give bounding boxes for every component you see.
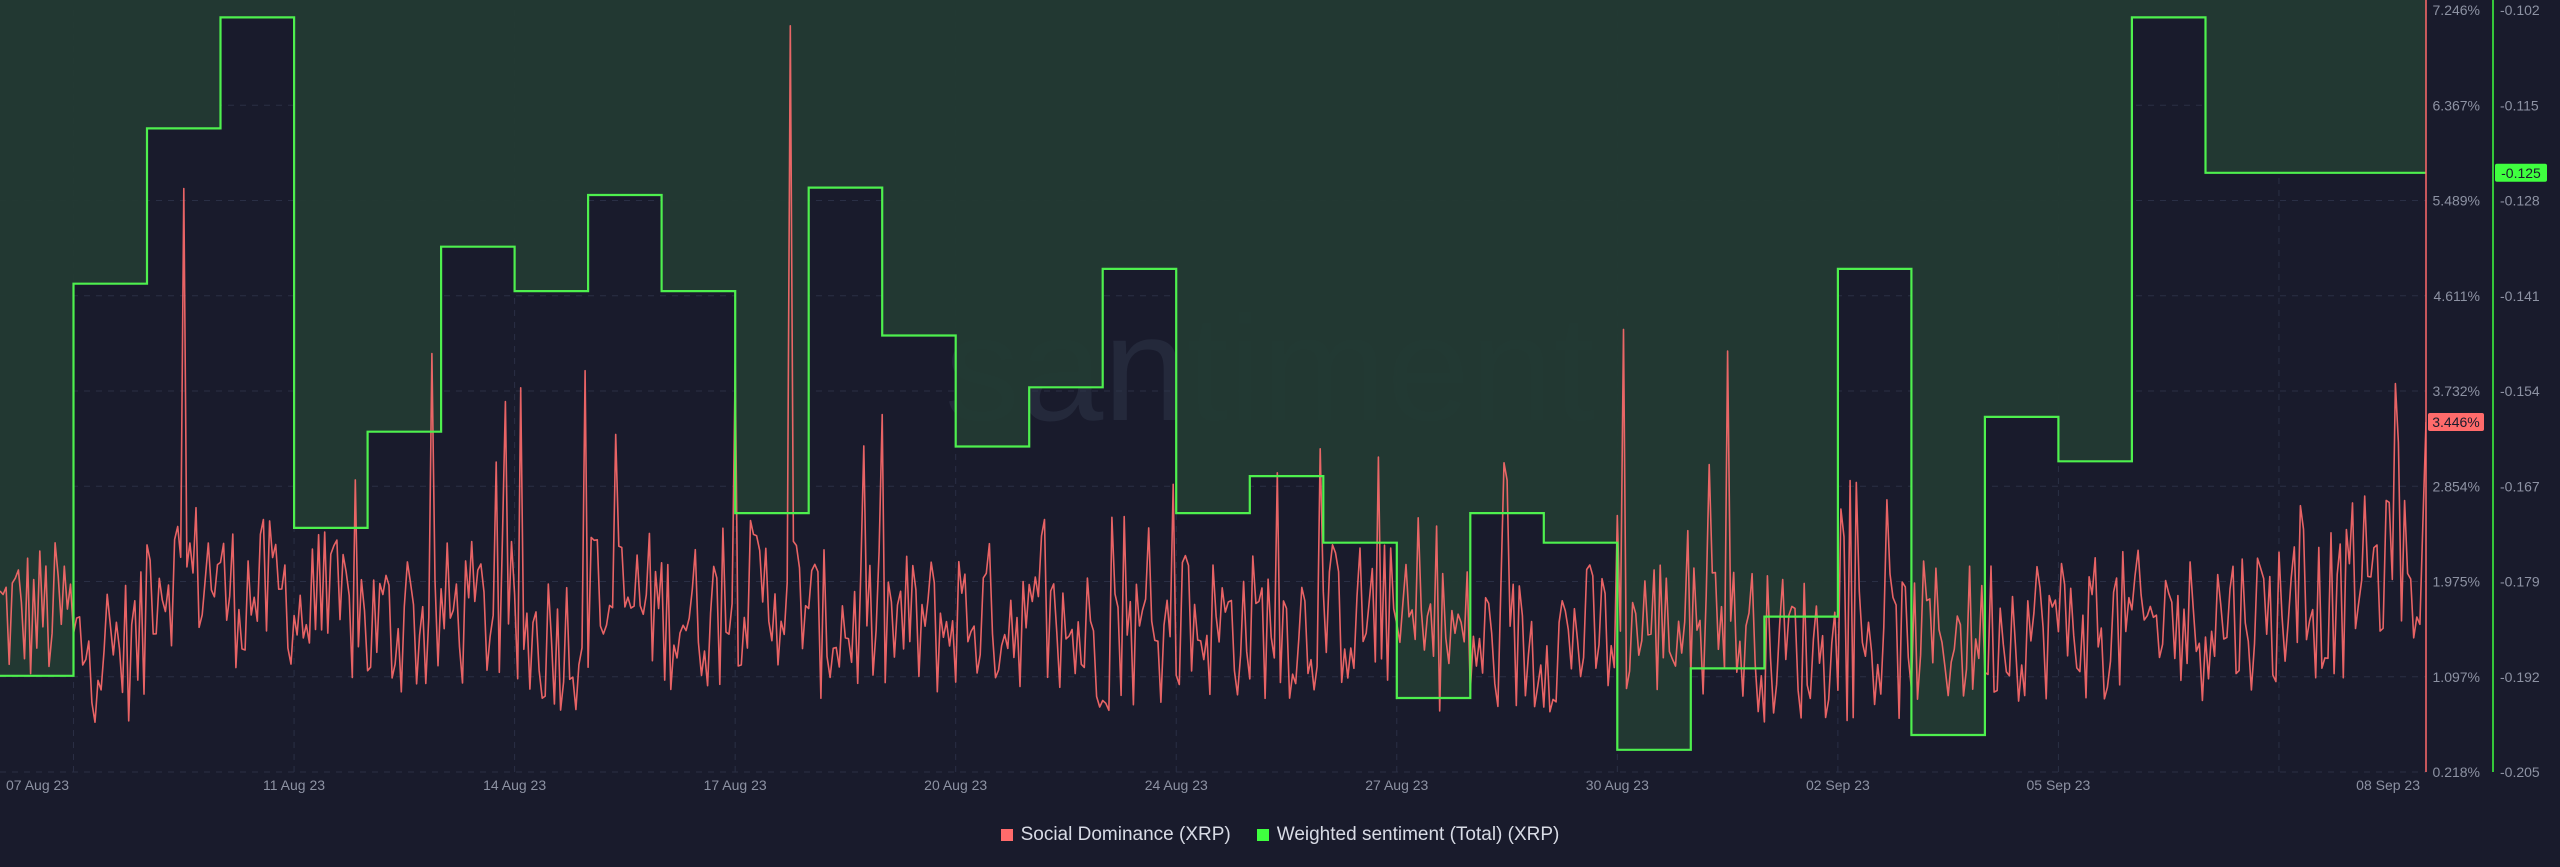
y-left-tick-label: 6.367% [2433,97,2480,113]
social-dominance-layer [0,25,2426,723]
weighted-sentiment-value-badge [2495,163,2547,182]
x-axis-ticks: 07 Aug 23 11 Aug 23 14 Aug 23 17 Aug 23 20 A… [6,777,2420,793]
y-right-tick-label: -0.115 [2500,97,2539,113]
legend-swatch-social-dominance [1000,829,1013,841]
y-right-tick-label: -0.128 [2500,193,2540,209]
y-left-tick-label: 2.854% [2433,478,2480,494]
legend-item-social-dominance[interactable]: Social Dominance (XRP) [1000,824,1231,846]
x-tick-label: 02 Sep 23 [1806,777,1870,793]
y-left-tick-label: 1.097% [2433,669,2480,685]
y-right-tick-label: -0.102 [2500,2,2540,18]
x-tick-label: 05 Sep 23 [2027,777,2091,793]
y-right-tick-label: -0.205 [2500,764,2540,780]
x-tick-label: 14 Aug 23 [483,777,546,793]
y-left-tick-label: 5.489% [2433,193,2480,209]
y-left-tick-label: 1.975% [2433,574,2480,590]
x-tick-label: 07 Aug 23 [6,777,69,793]
social-dominance-value-text: 3.446% [2432,414,2479,430]
current-value-badges: 3.446% -0.125 [2428,163,2547,432]
sentiment-fill-area [0,0,2426,750]
y-left-tick-label: 4.611% [2434,288,2480,304]
legend-item-weighted-sentiment[interactable]: Weighted sentiment (Total) (XRP) [1256,824,1560,846]
sentiment-area-layer [0,0,2426,750]
x-tick-label: 17 Aug 23 [704,777,767,793]
legend: Social Dominance (XRP) Weighted sentimen… [0,820,2560,850]
y-right-tick-label: -0.141 [2500,288,2540,304]
x-tick-label: 27 Aug 23 [1365,777,1428,793]
x-tick-label: 24 Aug 23 [1145,777,1208,793]
y-right-tick-label: -0.154 [2500,383,2540,399]
social-dominance-line [0,25,2426,723]
weighted-sentiment-layer [0,16,2426,751]
y-axis-right-ticks: -0.102 -0.115 -0.128 -0.141 -0.154 -0.167 -0.1… [2500,2,2540,780]
y-right-tick-label: -0.179 [2500,574,2540,590]
weighted-sentiment-value-text: -0.125 [2501,165,2541,181]
y-right-tick-label: -0.167 [2500,478,2540,494]
x-tick-label: 08 Sep 23 [2356,777,2420,793]
y-axis-left-ticks: 7.246% 6.367% 5.489% 4.611% 3.732% 2.854% 1.97… [2433,2,2480,780]
social-dominance-value-badge [2428,413,2484,432]
legend-label-social-dominance: Social Dominance (XRP) [1020,824,1231,845]
x-tick-label: 30 Aug 23 [1586,777,1649,793]
legend-swatch-weighted-sentiment [1256,829,1269,841]
y-right-tick-label: -0.192 [2500,669,2540,685]
x-tick-label: 11 Aug 23 [263,777,325,793]
axis-layer [2425,0,2494,772]
y-left-tick-label: 3.732% [2433,383,2480,399]
y-left-tick-label: 7.246% [2433,2,2480,18]
weighted-sentiment-step-line [0,16,2426,751]
y-left-tick-label: 0.218% [2433,764,2480,780]
legend-label-weighted-sentiment: Weighted sentiment (Total) (XRP) [1276,824,1560,845]
x-tick-label: 20 Aug 23 [924,777,987,793]
